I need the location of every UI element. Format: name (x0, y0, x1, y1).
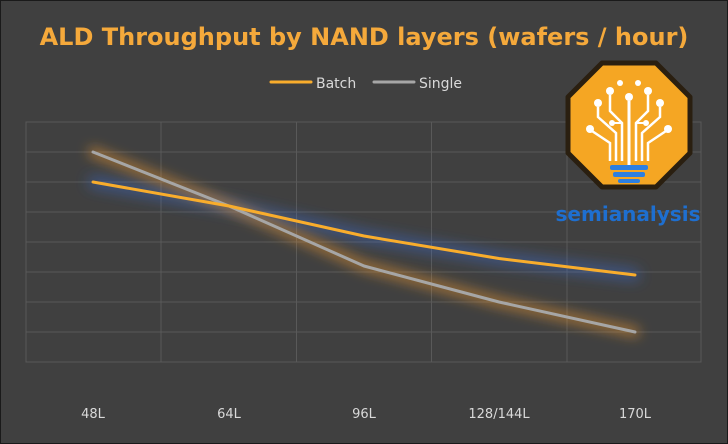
x-tick-label: 96L (352, 407, 377, 422)
series-line-single (91, 150, 637, 334)
legend-label-batch: Batch (316, 76, 356, 92)
x-tick-label: 170L (619, 407, 652, 422)
series-line-batch (91, 180, 637, 277)
x-tick-label: 64L (217, 407, 242, 422)
legend: Batch Single (269, 76, 462, 92)
x-tick-label: 128/144L (468, 407, 530, 422)
logo-text-analysis: analysis (609, 202, 701, 226)
semianalysis-logo: semianalysis (556, 60, 701, 226)
logo-text-semi: semi (556, 202, 609, 226)
x-tick-label: 48L (81, 407, 106, 422)
chart-title: ALD Throughput by NAND layers (wafers / … (40, 23, 689, 51)
lightbulb-circuit-icon (586, 80, 672, 183)
logo-text: semianalysis (556, 202, 701, 226)
legend-label-single: Single (419, 76, 462, 92)
series-lines (91, 150, 637, 334)
x-axis-ticks: 48L 64L 96L 128/144L 170L (81, 407, 652, 422)
